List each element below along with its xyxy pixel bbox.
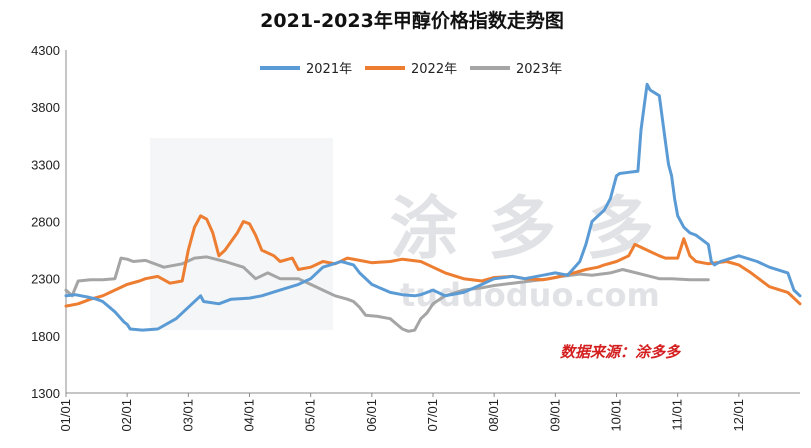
watermark-chars: 涂多多 bbox=[390, 190, 684, 269]
series-lines bbox=[64, 82, 802, 333]
x-tick-label: 05/01 bbox=[303, 399, 318, 432]
x-tick-label: 09/01 bbox=[547, 399, 562, 432]
x-tick-label: 11/01 bbox=[670, 399, 685, 431]
y-tick-label: 2800 bbox=[31, 215, 60, 230]
x-tick-label: 10/01 bbox=[609, 399, 624, 432]
y-tick-label: 4300 bbox=[31, 43, 60, 58]
x-tick-label: 03/01 bbox=[180, 399, 195, 432]
y-tick-label: 1300 bbox=[31, 386, 60, 401]
y-tick-label: 1800 bbox=[31, 329, 60, 344]
x-tick-label: 02/01 bbox=[119, 399, 134, 432]
x-tick-label: 06/01 bbox=[364, 399, 379, 432]
legend-label-2023: 2023年 bbox=[516, 62, 562, 77]
y-tick-labels: 1300 1800 2300 2800 3300 3800 4300 bbox=[31, 43, 60, 401]
legend-label-2021: 2021年 bbox=[306, 62, 352, 77]
y-tick-label: 2300 bbox=[31, 272, 60, 287]
chart-title: 2021-2023年甲醇价格指数走势图 bbox=[260, 9, 564, 32]
x-tick-labels: 01/01 02/01 03/01 04/01 05/01 06/01 07/01 08/01… bbox=[58, 393, 746, 432]
y-tick-label: 3800 bbox=[31, 100, 60, 115]
series-line-2022 bbox=[64, 214, 802, 308]
series-line-2023 bbox=[64, 255, 710, 333]
x-tick-label: 04/01 bbox=[242, 399, 257, 432]
x-tick-label: 01/01 bbox=[58, 399, 73, 432]
legend: 2021年 2022年 2023年 bbox=[260, 62, 562, 77]
data-source-note: 数据来源：涂多多 bbox=[560, 343, 681, 361]
x-tick-label: 07/01 bbox=[425, 399, 440, 432]
x-tick-label: 12/01 bbox=[731, 399, 746, 432]
legend-label-2022: 2022年 bbox=[411, 62, 457, 77]
series-line-2021 bbox=[64, 82, 802, 332]
y-tick-label: 3300 bbox=[31, 157, 60, 172]
watermark-logo-block bbox=[150, 138, 333, 330]
x-tick-label: 08/01 bbox=[486, 399, 501, 432]
